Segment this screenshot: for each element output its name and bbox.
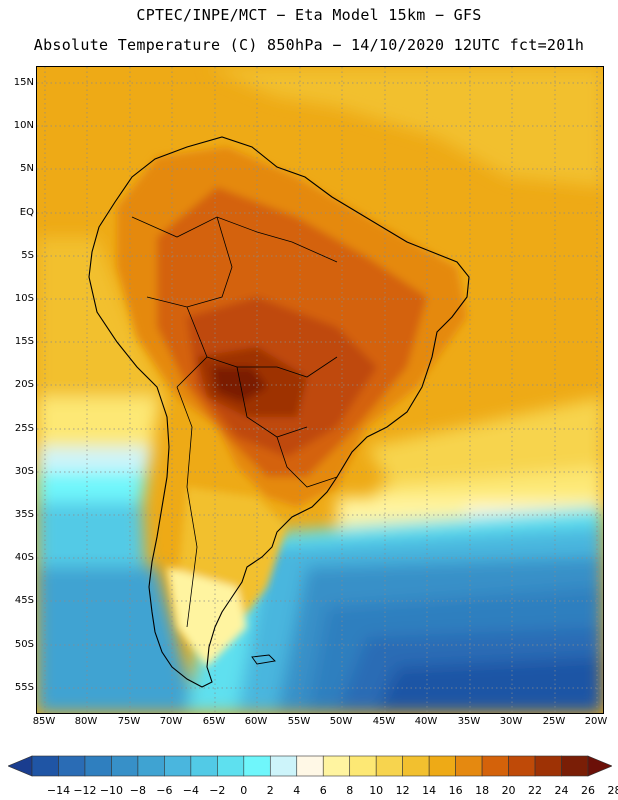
color-scale-cell	[375, 755, 403, 777]
color-scale-cell	[481, 755, 509, 777]
color-scale-label: −2	[209, 784, 226, 797]
field-band-m4-west	[37, 567, 197, 713]
lat-label-35s: 35S	[14, 509, 34, 520]
lat-label-10s: 10S	[14, 293, 34, 304]
lon-label-70w: 70W	[159, 716, 183, 727]
chart-title-line-2: Absolute Temperature (C) 850hPa − 14/10/…	[33, 36, 585, 54]
field-band-12-west	[37, 397, 157, 457]
color-scale-cell	[402, 755, 430, 777]
lon-label-30w: 30W	[499, 716, 523, 727]
color-scale-bar	[8, 755, 612, 777]
field-band-16-west	[37, 237, 167, 437]
color-scale-cell	[534, 755, 562, 777]
field-band-m12	[377, 657, 603, 713]
color-scale-label: 18	[475, 784, 490, 797]
color-scale-label: 22	[528, 784, 543, 797]
lon-label-35w: 35W	[457, 716, 481, 727]
lat-label-55s: 55S	[14, 682, 34, 693]
south-america-coastline	[88, 136, 470, 688]
color-scale-label: 16	[448, 784, 463, 797]
country-borders	[131, 216, 338, 628]
lat-label-50s: 50S	[14, 639, 34, 650]
field-band-28	[212, 367, 267, 402]
field-band-0-west	[37, 502, 147, 587]
color-scale-label: 28	[607, 784, 618, 797]
color-scale-cell	[164, 755, 192, 777]
lon-label-50w: 50W	[329, 716, 353, 727]
lat-label-5s: 5S	[21, 250, 34, 261]
color-scale-label: 6	[319, 784, 327, 797]
color-scale-cell	[349, 755, 377, 777]
color-scale-label: −6	[156, 784, 173, 797]
color-scale-label: 12	[395, 784, 410, 797]
color-scale-label: −4	[182, 784, 199, 797]
color-scale-cell	[84, 755, 112, 777]
color-scale-cell	[58, 755, 86, 777]
chart-title-line-1: CPTEC/INPE/MCT − Eta Model 15km − GFS	[136, 6, 482, 24]
lon-label-85w: 85W	[32, 716, 56, 727]
color-scale-cell	[587, 755, 612, 777]
color-scale-label: −14	[46, 784, 71, 797]
color-scale-cell	[31, 755, 59, 777]
lat-label-10n: 10N	[13, 120, 34, 131]
lon-label-25w: 25W	[542, 716, 566, 727]
lat-label-25s: 25S	[14, 423, 34, 434]
lat-label-5n: 5N	[20, 163, 34, 174]
color-scale-label: 24	[554, 784, 569, 797]
color-scale-cell	[455, 755, 483, 777]
color-scale-cell	[322, 755, 351, 777]
lon-label-60w: 60W	[244, 716, 268, 727]
color-scale-label: 4	[293, 784, 301, 797]
color-scale-cell	[217, 755, 245, 777]
lat-label-eq: EQ	[19, 207, 34, 218]
color-scale-cell	[8, 755, 33, 777]
color-scale-label: −12	[73, 784, 97, 797]
color-scale-cell	[296, 755, 324, 777]
color-scale-cell	[111, 755, 139, 777]
color-scale-label: 8	[346, 784, 354, 797]
lon-label-20w: 20W	[584, 716, 608, 727]
color-scale-cell	[190, 755, 218, 777]
lat-label-15s: 15S	[14, 336, 34, 347]
color-scale-cell	[269, 755, 298, 777]
color-scale-cell	[243, 755, 271, 777]
color-scale-label: 10	[369, 784, 384, 797]
color-scale-cell	[137, 755, 165, 777]
lon-label-65w: 65W	[202, 716, 226, 727]
lon-label-40w: 40W	[414, 716, 438, 727]
lon-label-80w: 80W	[74, 716, 98, 727]
color-scale-label: 26	[581, 784, 595, 797]
color-scale-label: 2	[266, 784, 274, 797]
temperature-field	[37, 67, 603, 713]
color-scale-cell	[561, 755, 589, 777]
temperature-map	[36, 66, 604, 714]
field-band-16-north	[207, 67, 603, 187]
lat-label-40s: 40S	[14, 552, 34, 563]
color-scale-label: −10	[99, 784, 124, 797]
color-scale-cell	[508, 755, 536, 777]
field-band-10-south	[167, 567, 247, 667]
color-scale-label: 0	[240, 784, 248, 797]
lon-label-45w: 45W	[372, 716, 396, 727]
lon-label-55w: 55W	[287, 716, 311, 727]
lat-label-30s: 30S	[14, 466, 34, 477]
falkland-islands	[251, 654, 276, 665]
color-scale-label: 20	[501, 784, 516, 797]
lat-label-15n: 15N	[13, 77, 34, 88]
field-band-4-west	[37, 472, 147, 507]
lon-label-75w: 75W	[117, 716, 141, 727]
color-scale-label: −8	[129, 784, 146, 797]
field-band-6-west	[37, 447, 152, 477]
lat-label-45s: 45S	[14, 595, 34, 606]
color-scale-cell	[428, 755, 456, 777]
color-scale-label: 14	[422, 784, 437, 797]
lat-label-20s: 20S	[14, 379, 34, 390]
